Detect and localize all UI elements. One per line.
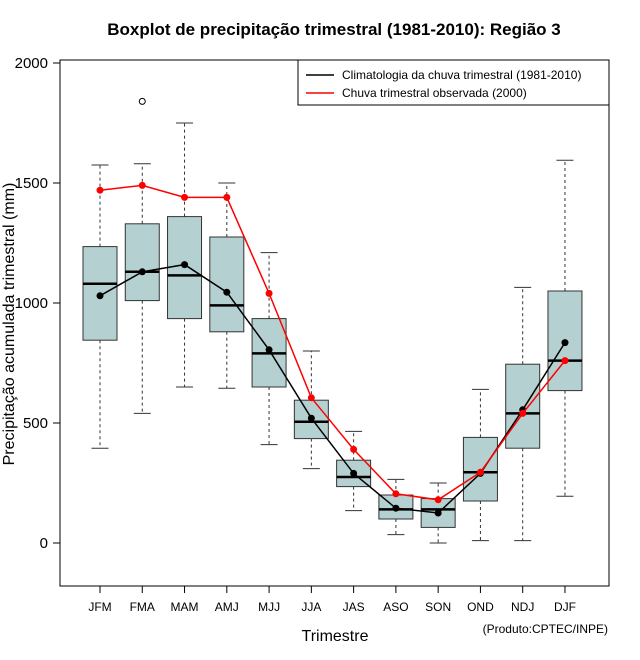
outlier-fma-0 (138, 97, 146, 105)
point-observed-aso (392, 490, 400, 498)
point-observed-son (434, 496, 442, 504)
x-tick-label-MAM: MAM (171, 600, 199, 614)
y-tick-label-2000: 2000 (15, 55, 48, 72)
point-climatology-jja (307, 414, 315, 422)
point-climatology-mjj (265, 346, 273, 354)
x-tick-label-DJF: DJF (554, 600, 576, 614)
y-axis-label: Precipitação acumulada trimestral (mm) (1, 183, 18, 466)
series-line-observed (99, 184, 566, 501)
legend-box (297, 59, 610, 106)
point-climatology-son (434, 509, 442, 517)
x-tick-label-JAS: JAS (343, 600, 365, 614)
point-observed-mam (181, 193, 189, 201)
point-observed-mjj (265, 289, 273, 297)
legend-label-observed: Chuva trimestral observada (2000) (342, 86, 527, 100)
x-tick-label-FMA: FMA (130, 600, 155, 614)
point-climatology-aso (392, 504, 400, 512)
x-tick-label-JFM: JFM (88, 600, 111, 614)
plot-frame (59, 59, 610, 587)
box-ndj (505, 363, 541, 449)
x-tick-label-ASO: ASO (383, 600, 408, 614)
plot-layer: 0 500 1000 1500 2000 JFM FMA MAM AMJ MJJ JJA JAS ASO… (15, 55, 583, 614)
legend-label-climatology: Climatologia da chuva trimestral (1981-2… (342, 68, 581, 82)
point-climatology-mam (181, 261, 189, 269)
point-climatology-jas (350, 469, 358, 477)
x-tick-label-SON: SON (425, 600, 451, 614)
point-climatology-amj (223, 288, 231, 296)
x-tick-label-NDJ: NDJ (511, 600, 534, 614)
box-fma (124, 223, 160, 302)
y-tick-label-0: 0 (40, 535, 48, 552)
chart-title: Boxplot de precipitação trimestral (1981… (107, 20, 561, 39)
point-observed-djf (561, 357, 569, 365)
point-climatology-jfm (96, 292, 104, 300)
point-observed-ndj (519, 409, 527, 417)
y-tick-label-500: 500 (23, 415, 48, 432)
point-climatology-djf (561, 339, 569, 347)
point-observed-amj (223, 193, 231, 201)
point-observed-jfm (96, 186, 104, 194)
point-observed-jja (307, 394, 315, 402)
point-observed-jas (350, 445, 358, 453)
point-observed-fma (138, 181, 146, 189)
point-climatology-fma (138, 268, 146, 276)
x-tick-label-MJJ: MJJ (258, 600, 280, 614)
product-credit: (Produto:CPTEC/INPE) (483, 622, 608, 636)
legend: Climatologia da chuva trimestral (1981-2… (297, 59, 610, 106)
y-tick-label-1000: 1000 (15, 295, 48, 312)
x-tick-label-JJA: JJA (301, 600, 321, 614)
x-tick-label-OND: OND (467, 600, 494, 614)
y-tick-label-1500: 1500 (15, 175, 48, 192)
point-observed-ond (476, 468, 484, 476)
x-tick-label-AMJ: AMJ (215, 600, 239, 614)
x-axis-label: Trimestre (302, 628, 369, 645)
